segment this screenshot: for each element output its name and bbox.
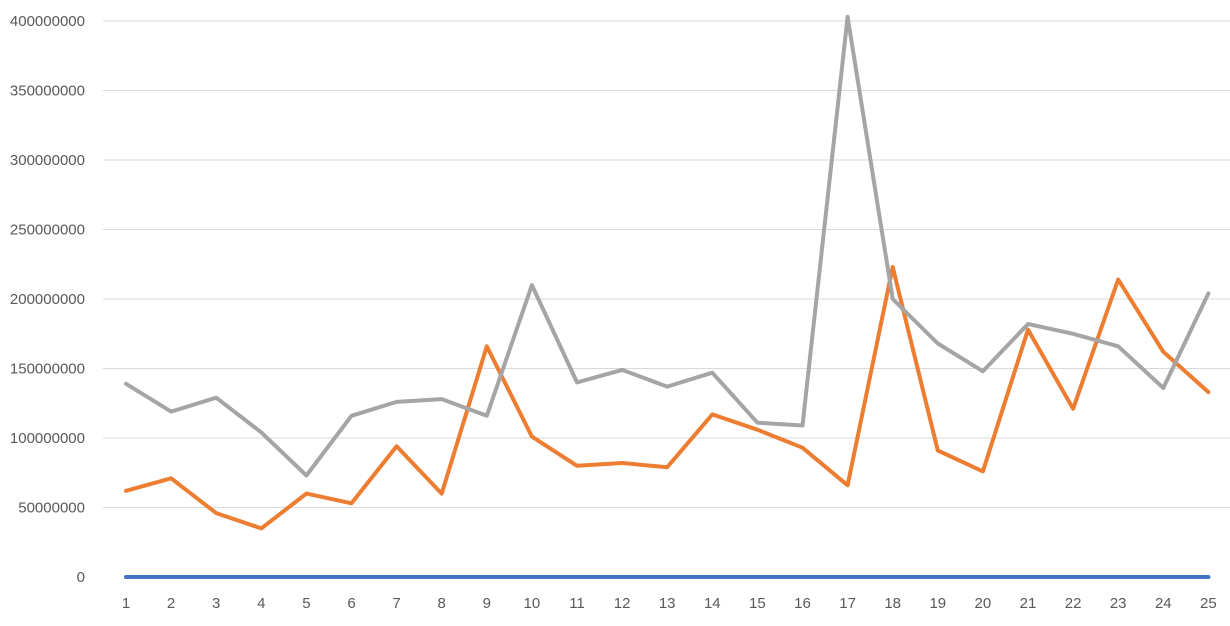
y-tick-label: 150000000: [10, 361, 85, 378]
x-tick-label: 20: [975, 595, 992, 612]
x-tick-label: 23: [1110, 595, 1127, 612]
x-tick-label: 6: [347, 595, 355, 612]
x-tick-label: 19: [929, 595, 946, 612]
gridlines: [103, 20, 1230, 508]
x-tick-label: 22: [1065, 595, 1082, 612]
y-tick-label: 200000000: [10, 291, 85, 308]
x-tick-label: 8: [438, 595, 446, 612]
x-tick-label: 21: [1020, 595, 1037, 612]
x-tick-label: 12: [614, 595, 631, 612]
x-tick-label: 18: [884, 595, 901, 612]
x-tick-label: 13: [659, 595, 676, 612]
series-2-line: [124, 265, 1211, 531]
x-tick-label: 7: [392, 595, 400, 612]
y-axis-tick-labels: 0 50000000 100000000 150000000 200000000 2500…: [10, 13, 85, 586]
y-tick-label: 300000000: [10, 152, 85, 169]
x-tick-label: 17: [839, 595, 856, 612]
y-tick-label: 0: [77, 569, 85, 586]
y-tick-label: 250000000: [10, 222, 85, 239]
x-tick-label: 2: [167, 595, 175, 612]
x-axis-tick-labels: 1 2 3 4 5 6 7 8 9 10 11 12 13 14 15 16 17 18 19 20 21 22 23 24 2…: [122, 595, 1217, 612]
y-tick-label: 50000000: [18, 500, 85, 517]
x-tick-label: 24: [1155, 595, 1172, 612]
x-tick-label: 25: [1200, 595, 1217, 612]
x-tick-label: 16: [794, 595, 811, 612]
x-tick-label: 10: [524, 595, 541, 612]
x-tick-label: 3: [212, 595, 220, 612]
x-tick-label: 14: [704, 595, 721, 612]
x-tick-label: 11: [569, 595, 585, 612]
series-3-line: [124, 14, 1211, 478]
y-tick-label: 100000000: [10, 430, 85, 447]
x-tick-label: 1: [122, 595, 130, 612]
x-tick-label: 4: [257, 595, 265, 612]
series-lines: [124, 14, 1211, 579]
x-tick-label: 9: [483, 595, 491, 612]
y-tick-label: 400000000: [10, 13, 85, 30]
x-tick-label: 15: [749, 595, 766, 612]
y-tick-label: 350000000: [10, 83, 85, 100]
x-tick-label: 5: [302, 595, 310, 612]
